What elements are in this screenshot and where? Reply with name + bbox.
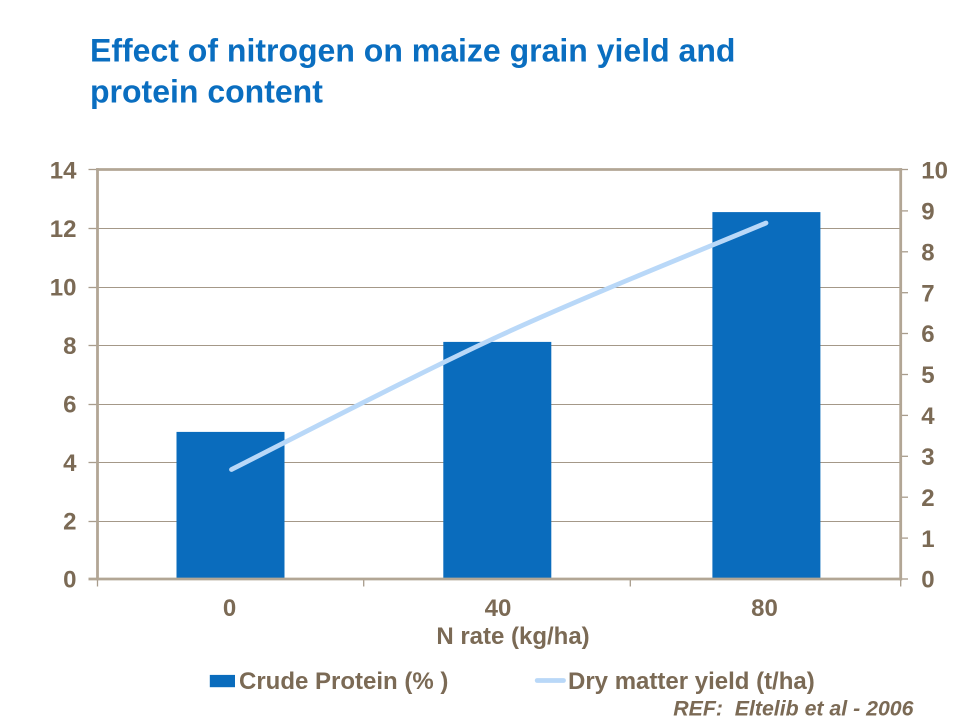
- svg-text:40: 40: [485, 595, 512, 622]
- svg-text:4: 4: [921, 403, 935, 430]
- svg-text:2: 2: [63, 508, 76, 535]
- svg-text:N rate (kg/ha): N rate (kg/ha): [436, 623, 589, 650]
- svg-text:0: 0: [63, 567, 76, 594]
- svg-text:Dry matter yield (t/ha): Dry matter yield (t/ha): [568, 668, 815, 695]
- svg-text:3: 3: [921, 444, 934, 471]
- svg-text:6: 6: [921, 321, 934, 348]
- svg-text:protein content: protein content: [90, 73, 323, 109]
- svg-text:1: 1: [921, 526, 934, 553]
- svg-text:10: 10: [50, 275, 77, 302]
- svg-text:2: 2: [921, 485, 934, 512]
- svg-text:4: 4: [63, 450, 77, 477]
- svg-text:5: 5: [921, 362, 934, 389]
- svg-text:0: 0: [223, 595, 236, 622]
- svg-text:80: 80: [751, 595, 778, 622]
- svg-text:9: 9: [921, 199, 934, 226]
- svg-text:Crude Protein (% ): Crude Protein (% ): [239, 668, 448, 695]
- svg-text:REF: Eltelib et al - 2006: REF: Eltelib et al - 2006: [673, 697, 913, 720]
- svg-text:0: 0: [921, 567, 934, 594]
- svg-text:10: 10: [921, 158, 948, 185]
- svg-text:7: 7: [921, 280, 934, 307]
- svg-text:6: 6: [63, 391, 76, 418]
- svg-text:8: 8: [63, 333, 76, 360]
- svg-text:12: 12: [50, 216, 77, 243]
- svg-text:8: 8: [921, 240, 934, 267]
- svg-text:Effect of nitrogen on maize gr: Effect of nitrogen on maize grain yield …: [90, 33, 735, 69]
- svg-text:14: 14: [50, 158, 77, 185]
